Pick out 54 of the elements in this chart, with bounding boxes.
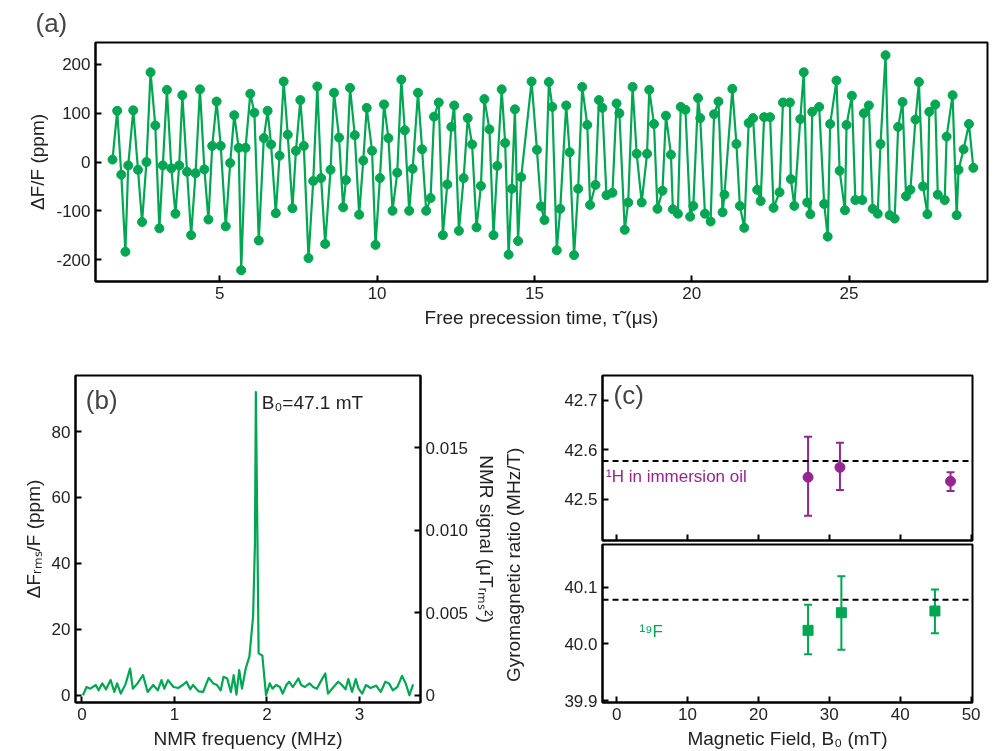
- y-tick-label: 200: [62, 55, 91, 75]
- point: [929, 605, 941, 617]
- x-tick-label: 50: [961, 704, 981, 724]
- x-tick-label: 3: [354, 704, 365, 724]
- y-axis-title: Gyromagnetic ratio (MHz/T): [502, 446, 525, 685]
- chart-title: (c): [613, 380, 644, 411]
- y-tick-label: 40: [51, 554, 71, 574]
- x-tick-label: 20: [748, 704, 768, 724]
- y-axis-title: ΔF/F (ppm): [27, 113, 49, 211]
- y-tick-label: 100: [62, 104, 91, 124]
- chart-title: (b): [85, 385, 118, 416]
- x-tick-label: 5: [215, 283, 225, 303]
- x-tick-label: 40: [890, 704, 910, 724]
- y-tick-label: 42.6: [564, 440, 598, 460]
- x-tick-label: 15: [524, 283, 544, 303]
- annotation: B₀=47.1 mT: [261, 391, 364, 413]
- point: [802, 624, 814, 636]
- point: [835, 607, 847, 619]
- x-tick-label: 20: [682, 283, 702, 303]
- line-series: [81, 390, 415, 697]
- y-tick-label: 42.5: [564, 490, 598, 509]
- y2-tick-label: 0.015: [425, 438, 469, 458]
- x-tick-label: 10: [367, 283, 387, 303]
- y-tick-label: 0: [61, 686, 71, 706]
- x-axis-title: Free precession time, τ̃ (μs): [424, 306, 659, 328]
- y-tick-label: 39.9: [564, 691, 598, 711]
- chart-title: (a): [35, 7, 68, 38]
- point: [945, 475, 957, 487]
- y-tick-label: 80: [51, 422, 71, 442]
- x-axis-title: NMR frequency (MHz): [153, 727, 343, 749]
- y-tick-label: 60: [51, 488, 71, 508]
- y-axis-title: ΔFᵣₘₛ/F (ppm): [22, 479, 44, 599]
- y2-tick-label: 0.005: [425, 603, 469, 623]
- y-tick-label: 42.7: [564, 391, 598, 411]
- point: [802, 471, 814, 483]
- y-tick-label: -200: [56, 250, 91, 270]
- x-tick-label: 30: [819, 704, 839, 724]
- y-tick-label: 40.0: [564, 634, 598, 654]
- x-tick-label: 25: [839, 283, 859, 303]
- annotation: ¹H in immersion oil: [606, 466, 747, 486]
- y2-tick-label: 0.010: [425, 521, 469, 541]
- y-tick-label: -100: [56, 201, 91, 221]
- x-tick-label: 2: [262, 704, 272, 724]
- x-tick-label: 10: [678, 704, 698, 724]
- y-tick-label: 20: [51, 620, 71, 640]
- y-tick-label: 0: [81, 153, 91, 172]
- y2-axis-title: NMR signal (μTᵣₘₛ²): [476, 455, 498, 623]
- point: [834, 461, 846, 473]
- y-tick-label: 40.1: [564, 578, 598, 598]
- x-tick-label: 1: [169, 704, 180, 724]
- x-axis-title: Magnetic Field, B₀ (mT): [687, 727, 888, 749]
- x-tick-label: 0: [611, 704, 622, 724]
- annotation: ¹⁹F: [639, 621, 663, 641]
- y2-tick-label: 0: [425, 686, 435, 706]
